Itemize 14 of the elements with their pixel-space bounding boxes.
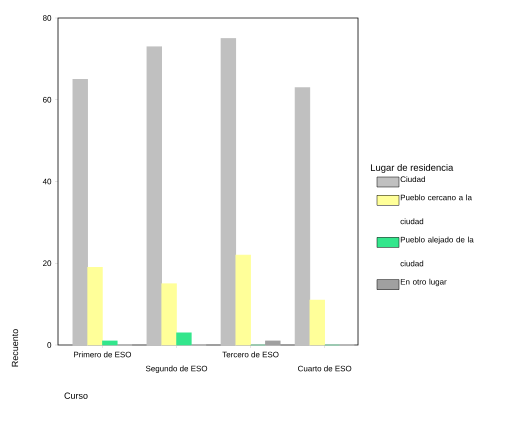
bar [176,332,192,346]
bar [310,300,325,346]
x-axis-title: Curso [64,392,88,399]
bar [87,267,103,346]
legend-title: Lugar de residencia [370,164,454,173]
bar [220,38,236,346]
bar [146,46,162,346]
y-axis-title: Recuento [12,329,18,366]
bar [265,340,281,346]
bar [72,79,88,346]
bar [235,254,251,346]
bar [294,87,310,346]
bar [161,283,177,346]
bar [102,340,118,346]
